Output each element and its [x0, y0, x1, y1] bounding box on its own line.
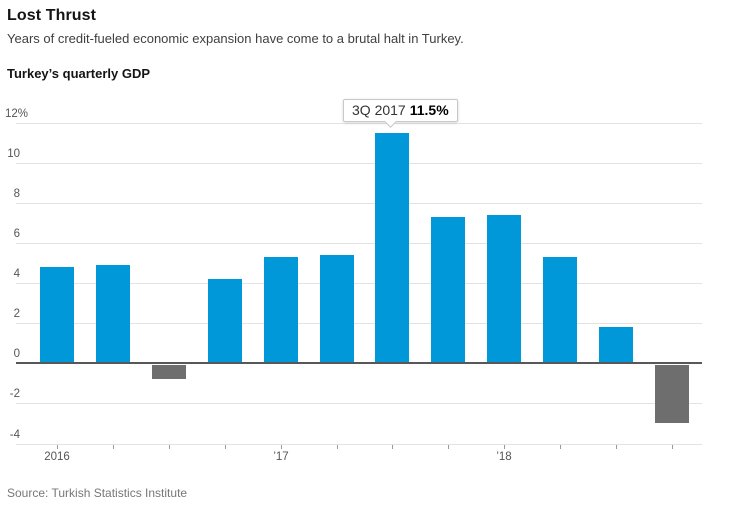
x-axis-tick — [113, 445, 114, 449]
x-axis-tick — [448, 445, 449, 449]
x-axis-year-label: ’18 — [496, 451, 512, 463]
x-axis-tick — [281, 445, 282, 449]
gdp-bar-1q-2016[interactable] — [40, 267, 74, 363]
tooltip-label: 3Q 2017 — [352, 102, 406, 118]
gdp-bar-2q-2017[interactable] — [320, 255, 354, 363]
y-axis-tick-label: 6 — [13, 228, 20, 240]
zero-baseline — [16, 362, 702, 364]
y-axis-tick-label: 4 — [13, 268, 20, 280]
gridline — [16, 163, 702, 164]
page-title: Lost Thrust — [7, 7, 97, 24]
y-axis-tick-label: 2 — [13, 308, 20, 320]
gdp-bar-3q-2018[interactable] — [599, 327, 633, 363]
x-axis-tick — [672, 445, 673, 449]
x-axis-tick — [225, 445, 226, 449]
y-axis-tick-label: 12% — [4, 108, 28, 120]
gridline — [16, 283, 702, 284]
source-note: Source: Turkish Statistics Institute — [7, 486, 188, 500]
gridline — [16, 323, 702, 324]
x-axis-tick — [616, 445, 617, 449]
y-axis-tick-label: 10 — [7, 148, 20, 160]
gridline — [16, 123, 702, 124]
x-axis-tick — [57, 445, 58, 449]
gridline — [16, 203, 702, 204]
x-axis-tick — [560, 445, 561, 449]
chart-title: Turkey’s quarterly GDP — [7, 66, 151, 81]
gdp-bar-1q-2017[interactable] — [264, 257, 298, 363]
y-axis-tick-label: 8 — [13, 188, 20, 200]
gdp-bar-chart: 3Q 2017 11.5% 12% 10 8 6 4 2 0 -2 -4 2016 ’17 ’18 — [0, 95, 740, 475]
gdp-bar-4q-2018[interactable] — [655, 365, 689, 423]
x-axis-tick — [392, 445, 393, 449]
tooltip-value: 11.5% — [409, 102, 449, 118]
gdp-bar-3q-2016[interactable] — [152, 365, 186, 379]
x-axis-tick — [504, 445, 505, 449]
gdp-bar-1q-2018[interactable] — [487, 215, 521, 363]
gridline — [16, 243, 702, 244]
x-axis-tick — [169, 445, 170, 449]
x-axis-year-label: ’17 — [273, 451, 289, 463]
tooltip: 3Q 2017 11.5% — [343, 99, 458, 128]
x-axis-tick — [337, 445, 338, 449]
page-subtitle: Years of credit-fueled economic expansio… — [7, 31, 464, 46]
y-axis-tick-label: 0 — [13, 348, 20, 360]
gdp-bar-4q-2016[interactable] — [208, 279, 242, 363]
gridline — [16, 403, 702, 404]
y-axis-tick-label: -2 — [9, 388, 20, 400]
gdp-bar-2q-2018[interactable] — [543, 257, 577, 363]
gdp-bar-2q-2016[interactable] — [96, 265, 130, 363]
gdp-bar-3q-2017[interactable] — [375, 133, 409, 363]
gdp-bar-4q-2017[interactable] — [431, 217, 465, 363]
x-axis-year-label: 2016 — [44, 451, 70, 463]
y-axis-tick-label: -4 — [9, 429, 20, 441]
gridline — [16, 444, 702, 445]
